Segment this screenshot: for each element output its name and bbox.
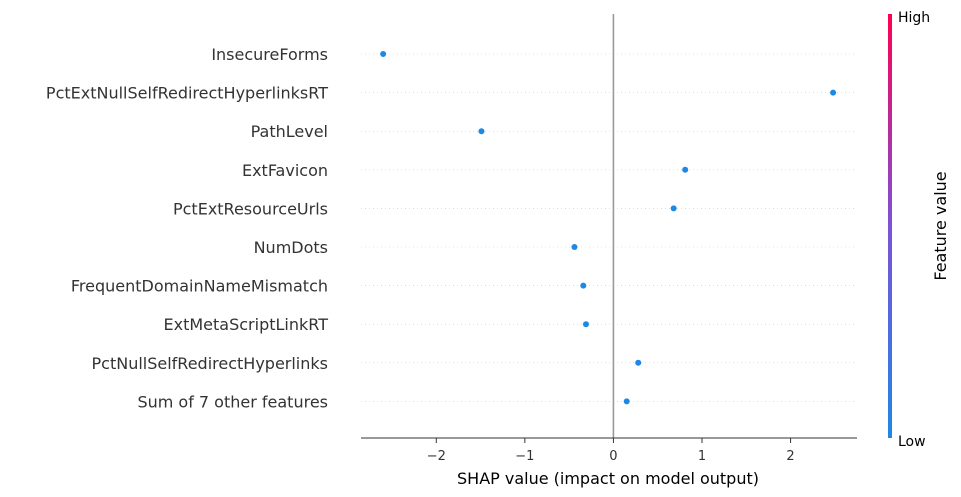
feature-label: PathLevel — [251, 122, 328, 141]
shap-point — [670, 205, 677, 212]
feature-labels: InsecureForms PctExtNullSelfRedirectHyper… — [46, 45, 328, 411]
colorbar-low-label: Low — [898, 434, 926, 450]
shap-point — [380, 51, 387, 57]
feature-label: NumDots — [254, 238, 328, 257]
x-tick-label: −2 — [427, 449, 446, 464]
shap-point — [580, 282, 587, 289]
x-tick-label: 0 — [609, 449, 617, 464]
x-tick-label: 2 — [786, 449, 794, 464]
shap-point — [478, 128, 485, 135]
feature-label: InsecureForms — [211, 45, 328, 64]
shap-point — [635, 359, 642, 366]
colorbar — [888, 14, 892, 438]
feature-label: FrequentDomainNameMismatch — [71, 277, 328, 296]
colorbar-high-label: High — [898, 10, 930, 26]
feature-label: PctExtNullSelfRedirectHyperlinksRT — [46, 84, 328, 103]
feature-label: PctNullSelfRedirectHyperlinks — [92, 354, 329, 373]
shap-point — [682, 166, 689, 173]
shap-point — [571, 244, 578, 250]
feature-label: Sum of 7 other features — [137, 392, 328, 411]
feature-label: ExtMetaScriptLinkRT — [164, 315, 329, 334]
feature-label: ExtFavicon — [242, 161, 328, 180]
shap-point — [582, 321, 589, 328]
row-gridlines — [361, 53, 857, 402]
x-axis-label: SHAP value (impact on model output) — [457, 469, 759, 488]
feature-label: PctExtResourceUrls — [173, 199, 328, 218]
x-tick-label: 1 — [698, 449, 706, 464]
x-axis-ticks: −2 −1 0 1 2 — [427, 438, 795, 464]
shap-point — [623, 398, 630, 405]
shap-point — [830, 89, 837, 96]
colorbar-title: Feature value — [931, 171, 950, 280]
x-tick-label: −1 — [515, 449, 534, 464]
shap-points — [380, 51, 837, 405]
